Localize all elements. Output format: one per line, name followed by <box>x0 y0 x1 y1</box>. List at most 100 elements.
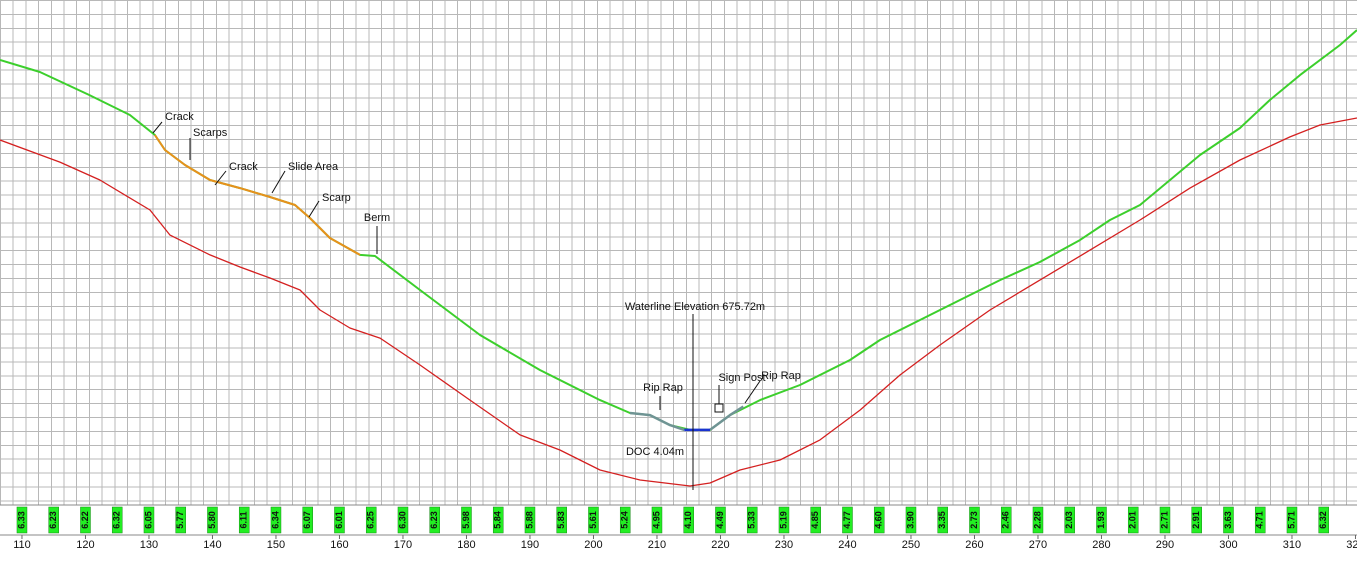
depth-box <box>1032 506 1044 534</box>
annotation: Crack <box>229 161 258 173</box>
depth-box <box>588 506 599 534</box>
x-tick-label: 250 <box>902 539 920 551</box>
depth-box <box>905 506 917 534</box>
x-tick-label: 180 <box>457 539 475 551</box>
profile-line <box>0 117 1357 487</box>
annotation: Sign Post <box>718 372 765 384</box>
depth-label: 5.24 <box>620 511 630 529</box>
depth-box <box>397 506 409 534</box>
depth-label: 4.77 <box>842 511 852 529</box>
depth-label: 2.01 <box>1128 511 1138 529</box>
x-tick-label: 140 <box>203 539 221 551</box>
depth-box <box>111 506 123 534</box>
depth-label: 5.77 <box>175 511 185 529</box>
leader-line <box>271 170 286 194</box>
depth-label: 6.30 <box>397 511 407 529</box>
annotation: DOC 4.04m <box>626 446 684 458</box>
depth-label: 2.73 <box>969 511 979 529</box>
depth-label: 6.25 <box>366 511 376 529</box>
annotation: Rip Rap <box>643 382 683 394</box>
x-tick-label: 280 <box>1092 539 1110 551</box>
depth-box <box>1254 506 1266 534</box>
depth-label: 2.46 <box>1001 511 1011 529</box>
depth-label: 5.80 <box>207 511 217 529</box>
depth-box <box>238 506 250 534</box>
depth-box <box>429 506 440 534</box>
depth-label: 6.01 <box>334 511 344 529</box>
depth-label: 6.23 <box>48 511 58 529</box>
depth-label: 4.60 <box>874 511 884 529</box>
depth-label: 5.71 <box>1286 511 1296 529</box>
x-tick-label: 300 <box>1219 539 1237 551</box>
depth-label: 2.03 <box>1064 511 1074 529</box>
depth-box <box>492 506 504 534</box>
depth-box <box>270 506 282 534</box>
depth-label: 2.28 <box>1032 511 1042 529</box>
depth-label: 2.71 <box>1159 511 1169 529</box>
depth-label: 4.71 <box>1255 511 1265 529</box>
x-tick-label: 120 <box>76 539 94 551</box>
depth-label: 6.05 <box>143 511 153 529</box>
x-tick-label: 320 <box>1346 539 1357 551</box>
depth-label: 6.34 <box>270 511 280 529</box>
depth-label: 6.23 <box>429 511 439 529</box>
x-tick-label: 240 <box>838 539 856 551</box>
profile-line <box>154 134 361 256</box>
depth-box <box>1318 506 1329 534</box>
annotation: Scarps <box>193 127 228 139</box>
depth-label: 4.49 <box>715 511 725 529</box>
grid-area <box>0 0 1357 505</box>
depth-label: 5.84 <box>493 511 503 529</box>
depth-label: 4.85 <box>810 511 820 529</box>
depth-box <box>1064 506 1075 534</box>
x-tick-label: 210 <box>648 539 666 551</box>
depth-box <box>302 506 313 534</box>
depth-label: 3.63 <box>1223 511 1233 529</box>
depth-box <box>80 506 91 534</box>
x-tick-label: 110 <box>13 539 31 551</box>
annotation: Crack <box>165 111 194 123</box>
depth-label: 5.19 <box>778 511 788 529</box>
depth-box <box>810 506 821 534</box>
depth-label: 6.07 <box>302 511 312 529</box>
depth-label: 1.93 <box>1096 511 1106 529</box>
depth-label: 2.91 <box>1191 511 1201 529</box>
depth-box <box>746 506 758 534</box>
leader-line <box>152 121 163 134</box>
x-tick-label: 270 <box>1029 539 1047 551</box>
x-tick-label: 310 <box>1283 539 1301 551</box>
depth-box <box>969 506 980 534</box>
depth-box <box>1127 506 1139 534</box>
annotation: Scarp <box>322 192 351 204</box>
annotation: Slide Area <box>288 161 339 173</box>
leader-line <box>744 380 761 404</box>
depth-box <box>524 506 536 534</box>
x-tick-label: 220 <box>711 539 729 551</box>
x-tick-label: 190 <box>521 539 539 551</box>
depth-label: 5.61 <box>588 511 598 529</box>
depth-label: 5.83 <box>556 511 566 529</box>
depth-label: 4.95 <box>651 511 661 529</box>
depth-box <box>619 506 631 534</box>
depth-label: 6.32 <box>112 511 122 529</box>
depth-box <box>1159 506 1171 534</box>
depth-label: 6.33 <box>16 511 26 529</box>
depth-box <box>651 506 663 534</box>
x-tick-label: 170 <box>394 539 412 551</box>
x-tick-label: 290 <box>1156 539 1174 551</box>
x-tick-label: 200 <box>584 539 602 551</box>
x-tick-label: 230 <box>775 539 793 551</box>
profile-line <box>629 411 685 432</box>
depth-box <box>556 506 567 534</box>
depth-box <box>16 506 28 534</box>
depth-box <box>461 506 472 534</box>
profile-line <box>709 405 744 431</box>
depth-label: 6.32 <box>1318 511 1328 529</box>
depth-label: 5.98 <box>461 511 471 529</box>
depth-label: 3.35 <box>937 511 947 529</box>
annotation: Waterline Elevation 675.72m <box>625 301 765 313</box>
depth-box <box>1191 506 1202 534</box>
depth-box <box>1286 506 1298 534</box>
